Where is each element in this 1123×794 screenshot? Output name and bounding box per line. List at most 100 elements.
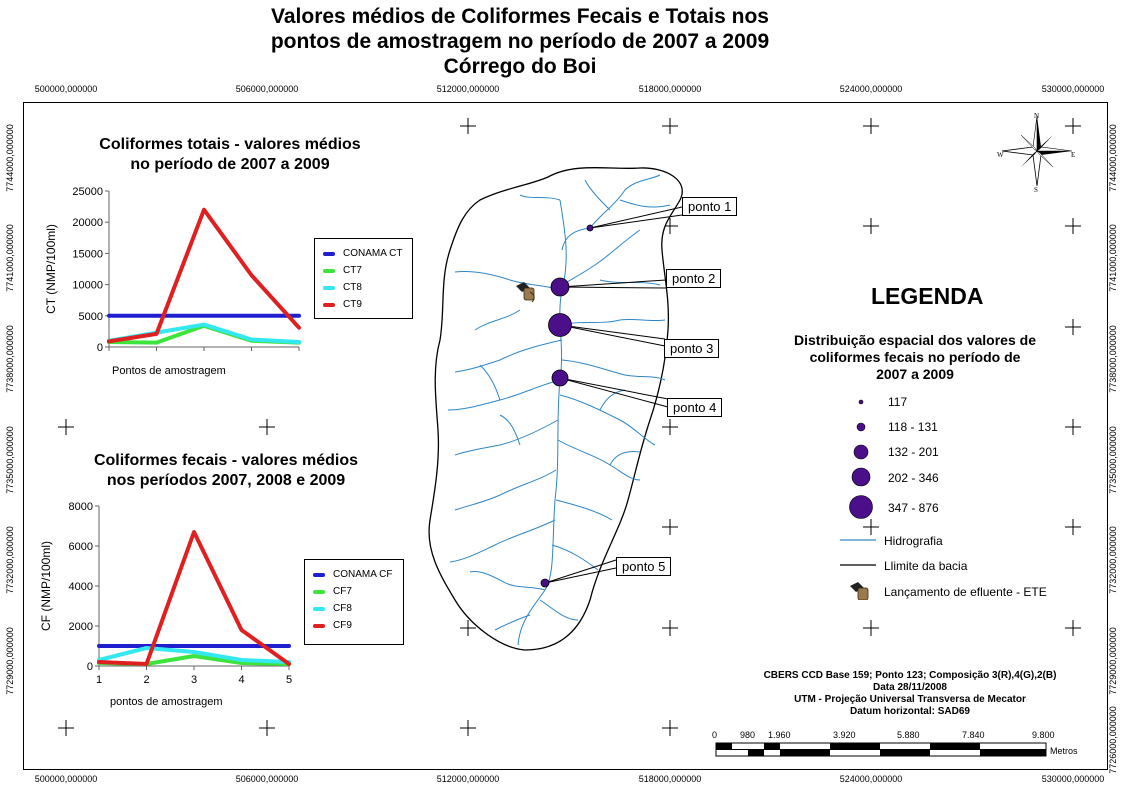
x-coord-bottom-1: 500000,000000 xyxy=(34,774,98,784)
callout-lines xyxy=(544,206,683,584)
legend-label: CT7 xyxy=(343,265,362,276)
grid-cross xyxy=(1065,519,1081,535)
x-coord-top-1: 500000,000000 xyxy=(34,84,98,94)
x-axis-label: Pontos de amostragem xyxy=(112,365,226,377)
cf-legend: CONAMA CF CF7 CF8 CF9 xyxy=(304,559,404,645)
legend-swatch xyxy=(313,572,325,577)
y-tick-label: 0 xyxy=(97,342,103,354)
legend-class-symbol-2 xyxy=(856,422,866,432)
ct-legend-item: CT9 xyxy=(315,296,412,313)
x-coord-top-3: 512000,000000 xyxy=(436,84,500,94)
x-tick-label: 2 xyxy=(143,674,149,686)
callout-point-2: ponto 2 xyxy=(666,269,722,288)
scale-unit: Metros xyxy=(1050,746,1078,756)
x-coord-bottom-6: 530000,000000 xyxy=(1041,774,1105,784)
ct-legend-item: CT8 xyxy=(315,279,412,296)
x-tick-label: 3 xyxy=(191,674,197,686)
ct-line-chart: 0 5000 10000 15000 20000 25000 CT (NMP/100ml) P… xyxy=(44,186,301,377)
legend-subtitle-line-1: Distribuição espacial dos valores de xyxy=(794,332,1036,348)
scale-label-2: 1.960 xyxy=(768,730,791,740)
legend-label: CONAMA CF xyxy=(333,569,393,580)
grid-cross xyxy=(662,419,678,435)
x-coord-bottom-2: 506000,000000 xyxy=(235,774,299,784)
legend-swatch xyxy=(313,589,325,594)
y-tick-label: 5000 xyxy=(79,311,103,323)
cf-chart-title-line-2: nos períodos 2007, 2008 e 2009 xyxy=(106,472,346,489)
grid-cross xyxy=(1065,118,1081,134)
x-coord-top-2: 506000,000000 xyxy=(235,84,299,94)
scale-label-1: 980 xyxy=(740,730,756,740)
x-tick-label: 1 xyxy=(96,674,102,686)
grid-cross xyxy=(1065,620,1081,636)
grid-cross xyxy=(259,720,275,736)
grid-cross xyxy=(58,720,74,736)
grid-cross xyxy=(863,118,879,134)
grid-cross xyxy=(1065,319,1081,335)
map-metadata: CBERS CCD Base 159; Ponto 123; Composiçã… xyxy=(740,670,1080,718)
callout-point-5: ponto 5 xyxy=(616,557,672,576)
ct-chart-title: Coliformes totais - valores médios no pe… xyxy=(60,135,400,175)
title-line-1: Valores médios de Coliformes Fecais e To… xyxy=(271,5,769,28)
scale-label-0: 0 xyxy=(712,730,718,740)
legend-label: CF8 xyxy=(333,603,352,614)
legend-swatch xyxy=(323,285,335,290)
title-line-2: pontos de amostragem no período de 2007 … xyxy=(270,30,770,53)
sampling-point-4 xyxy=(551,369,569,387)
legend-swatch xyxy=(313,623,325,628)
grid-cross xyxy=(863,620,879,636)
sampling-point-1 xyxy=(586,224,594,232)
series-line-ct9 xyxy=(107,207,301,344)
x-tick-label: 5 xyxy=(286,674,292,686)
south-label: S xyxy=(1034,186,1038,194)
legend-class-symbol-1 xyxy=(858,399,864,405)
grid-cross xyxy=(662,118,678,134)
grid-cross xyxy=(662,620,678,636)
grid-cross xyxy=(863,218,879,234)
y-tick-label: 15000 xyxy=(72,248,103,260)
y-tick-label: 0 xyxy=(87,661,93,673)
callout-point-4: ponto 4 xyxy=(667,398,723,417)
legend-subtitle-line-3: 2007 a 2009 xyxy=(876,366,954,382)
legend-title: LEGENDA xyxy=(871,283,984,309)
north-arrow-icon xyxy=(1001,115,1073,187)
cf-line-chart: 0 2000 4000 6000 8000 1 2 3 4 5 CF (NMP/100ml) pont… xyxy=(39,501,292,708)
grid-cross xyxy=(58,419,74,435)
callout-point-3: ponto 3 xyxy=(664,339,720,358)
grid-cross xyxy=(863,519,879,535)
grid-cross xyxy=(1065,419,1081,435)
y-axis-label: CT (NMP/100ml) xyxy=(44,224,58,314)
metadata-line-3: UTM - Projeção Universal Transversa de M… xyxy=(794,694,1026,705)
scale-label-5: 7.840 xyxy=(962,730,985,740)
y-tick-label: 4000 xyxy=(69,581,93,593)
x-axis-label: pontos de amostragem xyxy=(110,696,223,708)
legend-ete-icon xyxy=(850,582,869,600)
legend-class-3: 132 - 201 xyxy=(888,445,939,459)
ete-outfall-icon xyxy=(516,282,535,303)
cf-chart-title: Coliformes fecais - valores médios nos p… xyxy=(56,451,396,491)
legend-efluente: Lançamento de efluente - ETE xyxy=(884,585,1047,599)
legend-symbols xyxy=(840,399,876,600)
grid-cross xyxy=(1065,218,1081,234)
legend-class-symbol-4 xyxy=(851,467,871,487)
y-tick-label: 25000 xyxy=(72,186,103,198)
y-tick-label: 8000 xyxy=(69,501,93,513)
ct-chart-title-line-1: Coliformes totais - valores médios xyxy=(99,136,361,153)
legend-swatch xyxy=(323,251,335,256)
grid-cross xyxy=(662,720,678,736)
x-coord-top-6: 530000,000000 xyxy=(1041,84,1105,94)
legend-hidrografia: Hidrografia xyxy=(884,534,943,548)
map-frame xyxy=(23,102,1108,770)
grid-cross xyxy=(460,620,476,636)
east-label: E xyxy=(1071,151,1075,159)
scale-bar xyxy=(715,742,1047,757)
x-coord-bottom-4: 518000,000000 xyxy=(638,774,702,784)
y-tick-label: 10000 xyxy=(72,280,103,292)
legend-class-symbol-3 xyxy=(853,444,869,460)
y-tick-label: 2000 xyxy=(69,621,93,633)
ct-chart-title-line-2: no período de 2007 a 2009 xyxy=(130,156,330,173)
cf-legend-item: CF8 xyxy=(305,600,403,617)
legend-swatch xyxy=(323,302,335,307)
sampling-point-5 xyxy=(540,578,550,588)
legend-class-symbol-5 xyxy=(849,495,873,519)
